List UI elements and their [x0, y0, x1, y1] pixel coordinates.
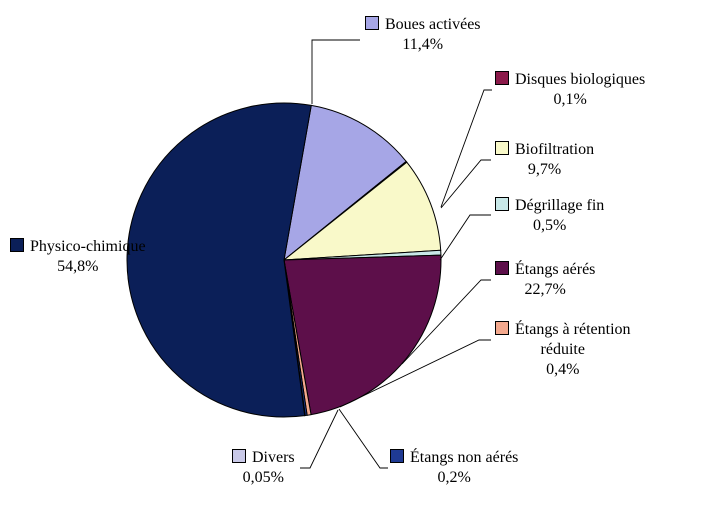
label-divers: Divers 0,05%: [232, 448, 295, 488]
label-text-physico_chimique: Physico-chimique: [30, 238, 146, 255]
leader-biofiltration: [441, 160, 491, 208]
label-degrillage_fin: Dégrillage fin 0,5%: [495, 196, 604, 236]
label-pct-etangs_aeres: 22,7%: [495, 280, 595, 300]
label-pct-biofiltration: 9,7%: [495, 160, 594, 180]
leader-boues_activees: [312, 40, 360, 104]
label-text-boues_activees: Boues activées: [385, 16, 481, 33]
swatch-biofiltration: [495, 141, 509, 155]
leader-degrillage_fin: [440, 215, 491, 260]
swatch-etangs_aeres: [495, 261, 509, 275]
label-pct-etangs_retention: 0,4%: [495, 360, 631, 380]
label-etangs_retention: Étangs à rétention réduite0,4%: [495, 320, 631, 380]
label-text2-etangs_retention: réduite: [495, 340, 631, 360]
label-text-biofiltration: Biofiltration: [515, 141, 594, 158]
label-etangs_non_aeres: Étangs non aérés 0,2%: [390, 448, 518, 488]
swatch-etangs_non_aeres: [390, 449, 404, 463]
label-pct-divers: 0,05%: [232, 468, 295, 488]
swatch-physico_chimique: [10, 238, 24, 252]
label-text-etangs_aeres: Étangs aérés: [515, 261, 595, 278]
label-pct-disques_bio: 0,1%: [495, 90, 645, 110]
pie-slice-physico_chimique: [127, 103, 311, 417]
label-boues_activees: Boues activées 11,4%: [365, 15, 481, 55]
swatch-disques_bio: [495, 71, 509, 85]
label-text-etangs_retention: Étangs à rétention: [515, 321, 631, 338]
leader-divers: [300, 410, 338, 468]
label-pct-etangs_non_aeres: 0,2%: [390, 468, 518, 488]
label-pct-physico_chimique: 54,8%: [10, 257, 146, 277]
label-text-disques_bio: Disques biologiques: [515, 71, 645, 88]
leader-etangs_non_aeres: [339, 409, 388, 468]
label-disques_bio: Disques biologiques 0,1%: [495, 70, 645, 110]
pie-slices: [127, 103, 441, 417]
label-text-degrillage_fin: Dégrillage fin: [515, 197, 604, 214]
swatch-divers: [232, 449, 246, 463]
swatch-degrillage_fin: [495, 197, 509, 211]
label-text-divers: Divers: [252, 449, 295, 466]
swatch-etangs_retention: [495, 321, 509, 335]
label-pct-boues_activees: 11,4%: [365, 35, 481, 55]
label-physico_chimique: Physico-chimique 54,8%: [10, 237, 146, 277]
label-biofiltration: Biofiltration 9,7%: [495, 140, 594, 180]
label-text-etangs_non_aeres: Étangs non aérés: [410, 449, 518, 466]
swatch-boues_activees: [365, 16, 379, 30]
leader-disques_bio: [441, 90, 492, 207]
pie-slice-etangs_aeres: [284, 255, 441, 414]
label-etangs_aeres: Étangs aérés 22,7%: [495, 260, 595, 300]
label-pct-degrillage_fin: 0,5%: [495, 216, 604, 236]
